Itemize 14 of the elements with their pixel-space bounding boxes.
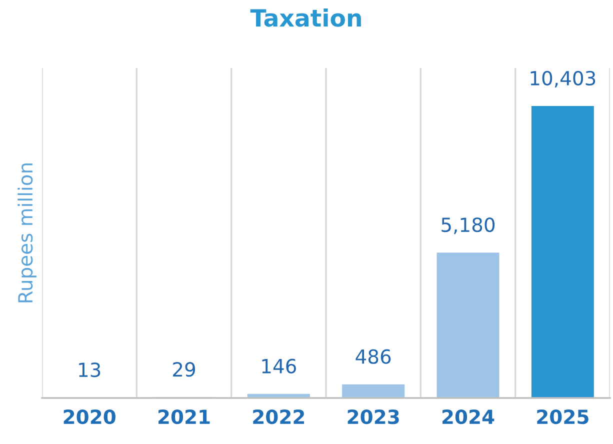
- x-tick-label: 2022: [253, 409, 304, 424]
- data-label: 486: [356, 349, 391, 364]
- data-label: 10,403: [530, 70, 596, 88]
- data-label: 29: [173, 362, 196, 377]
- data-label: 146: [262, 358, 296, 374]
- y-axis-title: Rupees million: [18, 163, 36, 302]
- x-tick-label: 2023: [348, 409, 399, 424]
- x-tick-label: 2025: [537, 409, 588, 424]
- chart-title: Taxation: [250, 8, 361, 27]
- data-label: 13: [79, 362, 100, 378]
- data-label: 5,180: [442, 217, 495, 234]
- x-tick-label: 2021: [158, 409, 210, 424]
- x-tick-label: 2024: [442, 409, 494, 424]
- x-tick-label: 2020: [64, 409, 116, 424]
